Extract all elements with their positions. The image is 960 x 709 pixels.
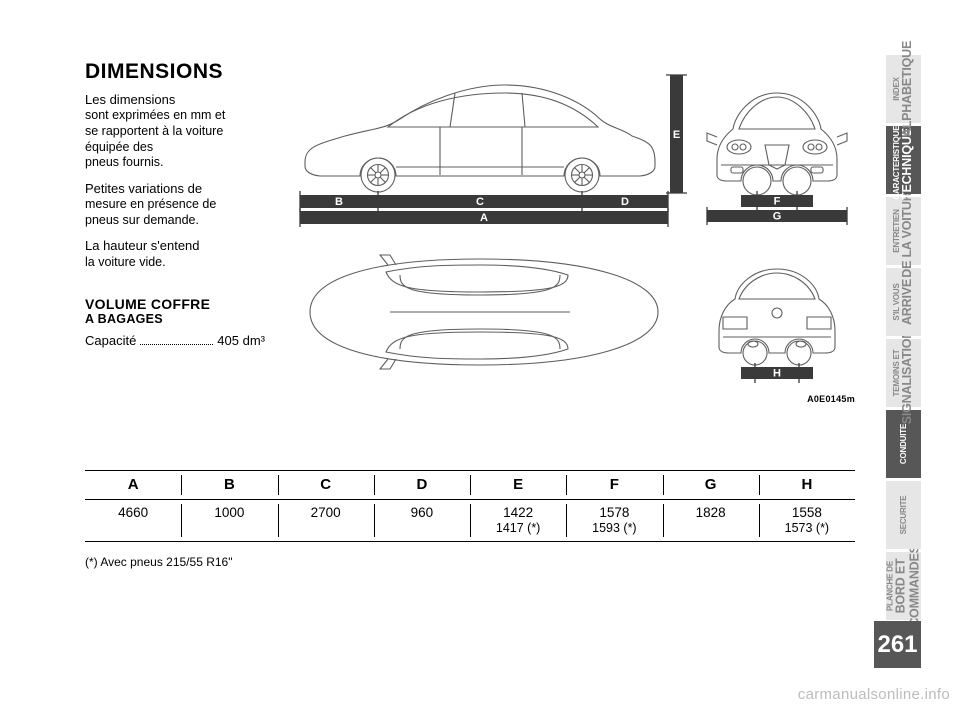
tab-label: INDEXALPHABETIQUE <box>893 41 915 137</box>
figure-svg: .car { fill:none; stroke:#5e5e5e; stroke… <box>285 62 855 402</box>
page-number: 261 <box>874 621 921 668</box>
table-cell: 4660 <box>85 500 181 541</box>
tab-entretien[interactable]: ENTRETIENDE LA VOITURE <box>886 197 921 265</box>
table-header: E <box>470 471 566 499</box>
tab-label: TEMOINS ETSIGNALISATIONS <box>893 322 915 425</box>
text-column: DIMENSIONS Les dimensionssont exprimées … <box>85 60 265 348</box>
tab-index[interactable]: INDEXALPHABETIQUE <box>886 55 921 123</box>
paragraph-1: Les dimensionssont exprimées en mm etse … <box>85 92 265 171</box>
table-header: H <box>759 471 855 499</box>
table-cell: 1000 <box>181 500 277 541</box>
tab-temoins[interactable]: TEMOINS ETSIGNALISATIONS <box>886 339 921 407</box>
table-header: G <box>663 471 759 499</box>
paragraph-2: Petites variations demesure en présence … <box>85 181 265 229</box>
capacity-row: Capacité 405 dm³ <box>85 333 265 348</box>
table-header: B <box>181 471 277 499</box>
page-title: DIMENSIONS <box>85 60 265 84</box>
tab-securite[interactable]: SECURITE <box>886 481 921 549</box>
table-header: A <box>85 471 181 499</box>
capacity-unit: dm³ <box>243 333 265 348</box>
dimensions-table: A B C D E F G H 4660 1000 2700 960 14221… <box>85 470 855 542</box>
table-header-row: A B C D E F G H <box>85 470 855 500</box>
subheading-volume: VOLUME COFFREA BAGAGES <box>85 296 265 326</box>
dim-letter-c: C <box>476 196 484 208</box>
capacity-dots <box>140 344 213 345</box>
capacity-label: Capacité <box>85 333 136 348</box>
dim-letter-g: G <box>773 211 782 223</box>
tab-label: SECURITE <box>899 496 907 535</box>
table-cell: 2700 <box>278 500 374 541</box>
tab-label: CONDUITE <box>899 424 907 464</box>
footnote: (*) Avec pneus 215/55 R16" <box>85 555 232 569</box>
dim-letter-d: D <box>621 196 629 208</box>
dim-letter-f: F <box>774 196 781 208</box>
page-number-value: 261 <box>877 631 917 659</box>
table-header: F <box>566 471 662 499</box>
tab-planche-de-bord[interactable]: PLANCHE DEBORD ETCOMMANDES <box>886 552 921 620</box>
table-header: C <box>278 471 374 499</box>
tab-sil-vous-arrive[interactable]: S'IL VOUSARRIVE <box>886 268 921 336</box>
dim-letter-b: B <box>335 196 343 208</box>
table-cell: 15581573 (*) <box>759 500 855 541</box>
page: PLANCHE DEBORD ETCOMMANDES SECURITE COND… <box>0 0 960 709</box>
dim-letter-a: A <box>480 212 488 224</box>
watermark: carmanualsonline.info <box>798 686 950 703</box>
paragraph-3: La hauteur s'entendla voiture vide. <box>85 238 265 270</box>
dim-letter-h: H <box>773 368 781 380</box>
capacity-value: 405 <box>217 333 239 348</box>
table-cell: 15781593 (*) <box>566 500 662 541</box>
dim-letter-e: E <box>673 129 680 141</box>
table-value-row: 4660 1000 2700 960 14221417 (*) 15781593… <box>85 500 855 542</box>
table-cell: 1828 <box>663 500 759 541</box>
figure-code: A0E0145m <box>807 394 855 404</box>
tab-label: PLANCHE DEBORD ETCOMMANDES <box>886 545 921 627</box>
side-tabs: PLANCHE DEBORD ETCOMMANDES SECURITE COND… <box>886 55 921 620</box>
table-cell: 960 <box>374 500 470 541</box>
table-header: D <box>374 471 470 499</box>
tab-label: S'IL VOUSARRIVE <box>893 279 915 325</box>
dimension-figure: .car { fill:none; stroke:#5e5e5e; stroke… <box>285 62 855 402</box>
table-cell: 14221417 (*) <box>470 500 566 541</box>
